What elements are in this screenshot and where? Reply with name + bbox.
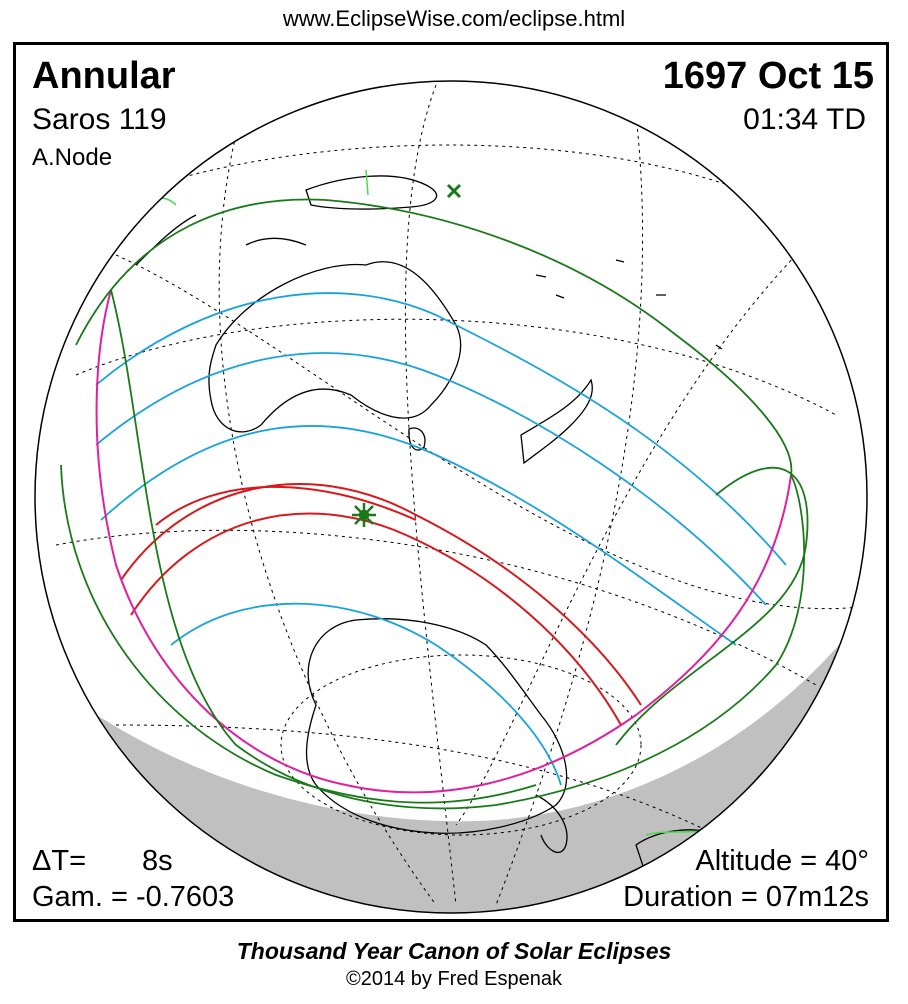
- central-path-limits: [120, 483, 642, 726]
- delta-t-value: 8s: [142, 845, 173, 877]
- coastlines: [135, 175, 723, 876]
- eclipse-map-frame: Annular Saros 119 A.Node 1697 Oct 15 01:…: [13, 42, 889, 922]
- eclipse-globe-map: [34, 80, 868, 914]
- penumbral-limits: [60, 198, 809, 810]
- gamma-value: Gam. = -0.7603: [32, 881, 235, 913]
- altitude-value: Altitude = 40°: [695, 845, 869, 877]
- rise-set-curve: [95, 289, 792, 794]
- eclipse-time: 01:34 TD: [743, 103, 866, 136]
- node-label: A.Node: [32, 144, 113, 171]
- globe-disk: [35, 81, 867, 913]
- partial-limit-lines: [95, 292, 787, 786]
- night-side-shading: [35, 585, 867, 913]
- eclipse-date: 1697 Oct 15: [662, 55, 874, 97]
- delta-t-label: ΔT=: [32, 845, 87, 877]
- eclipse-type: Annular: [32, 55, 176, 97]
- canon-title: Thousand Year Canon of Solar Eclipses: [236, 938, 672, 964]
- duration-value: Duration = 07m12s: [623, 881, 869, 913]
- copyright-line: ©2014 by Fred Espenak: [346, 968, 562, 990]
- source-url: www.EclipseWise.com/eclipse.html: [282, 6, 626, 31]
- globe-outline: [34, 80, 868, 914]
- x-icon: [446, 183, 462, 199]
- star-icon: [352, 503, 376, 527]
- saros-number: Saros 119: [32, 103, 167, 136]
